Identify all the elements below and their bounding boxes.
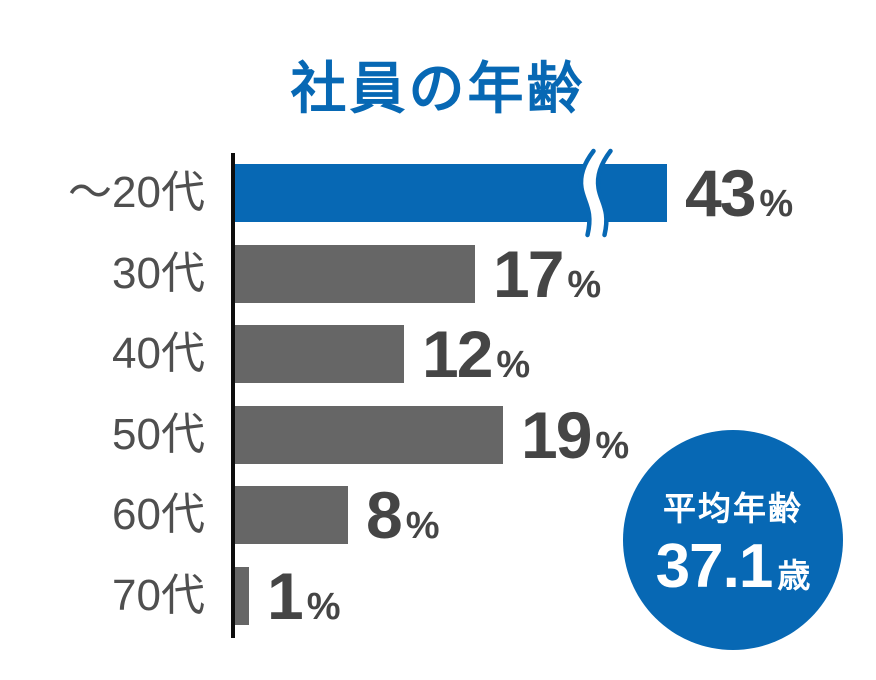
- category-label: ～20代: [68, 168, 205, 217]
- bar-value-percent-sign: %: [405, 505, 440, 547]
- chart-title: 社員の年齢: [290, 57, 586, 120]
- bar-value-percent-sign: %: [306, 586, 341, 628]
- bar-value: 8%: [366, 482, 440, 548]
- bar-value: 17%: [493, 241, 601, 307]
- bar-value: 43%: [685, 160, 793, 226]
- bar-value-percent-sign: %: [595, 425, 630, 467]
- bar: [235, 245, 475, 303]
- category-label: 40代: [112, 329, 205, 378]
- bar-row: ～20代 43%: [0, 143, 876, 243]
- average-age-unit: 歳: [777, 557, 811, 594]
- bar-row: 60代 8%: [0, 482, 876, 548]
- bar-value-number: 43: [685, 156, 756, 230]
- axis-break-wave-icon: [578, 143, 613, 243]
- bar: [235, 406, 503, 464]
- average-age-value: 37.1: [655, 532, 774, 601]
- category-label: 50代: [112, 410, 205, 459]
- bar-row: 40代 12%: [0, 321, 876, 387]
- bar-value-number: 17: [493, 237, 564, 311]
- average-age-value-line: 37.1 歳: [656, 536, 811, 598]
- bar-value-number: 19: [521, 398, 592, 472]
- bar-value-number: 1: [267, 559, 304, 633]
- bar-value-percent-sign: %: [567, 264, 602, 306]
- bar-value: 19%: [521, 402, 629, 468]
- bar: [235, 143, 667, 243]
- bar: [235, 486, 348, 544]
- average-age-badge: 平均年齢 37.1 歳: [623, 430, 843, 650]
- y-axis-line: [231, 153, 235, 638]
- bar-value-number: 12: [422, 317, 493, 391]
- category-label: 60代: [112, 490, 205, 539]
- bar-value: 12%: [422, 321, 530, 387]
- category-label: 30代: [112, 249, 205, 298]
- average-age-label: 平均年齢: [663, 490, 803, 527]
- bar-row: 30代 17%: [0, 241, 876, 307]
- bar-value-number: 8: [366, 478, 403, 552]
- category-label: 70代: [112, 571, 205, 620]
- bar-row: 70代 1%: [0, 563, 876, 629]
- bar-value-percent-sign: %: [496, 344, 531, 386]
- bar: [235, 567, 249, 625]
- bar-value: 1%: [267, 563, 341, 629]
- bar-value-percent-sign: %: [759, 183, 794, 225]
- bar: [235, 325, 404, 383]
- bar-row: 50代 19%: [0, 402, 876, 468]
